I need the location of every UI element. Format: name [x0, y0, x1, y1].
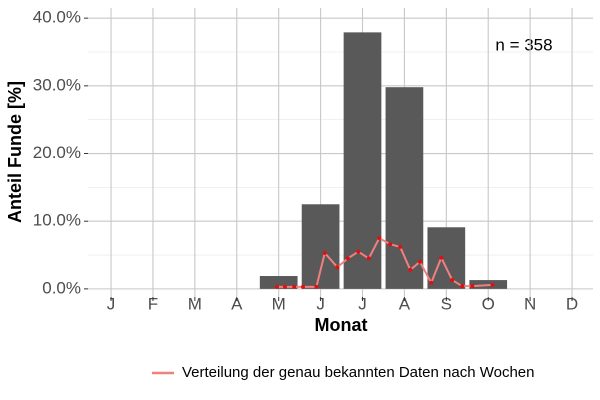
- x-tick-label: A: [399, 294, 411, 313]
- weekly-point: [388, 242, 393, 247]
- y-tick-label: 10.0%: [33, 211, 81, 230]
- x-axis-title: Monat: [315, 315, 368, 335]
- weekly-point: [366, 256, 371, 261]
- y-axis-title: Anteil Funde [%]: [5, 81, 25, 223]
- x-tick-label: J: [316, 294, 325, 313]
- bar: [259, 276, 298, 289]
- legend-label: Verteilung der genau bekannten Daten nac…: [182, 364, 535, 381]
- y-tick-label: 0.0%: [42, 278, 81, 297]
- weekly-point: [450, 278, 455, 283]
- weekly-point: [377, 236, 382, 241]
- weekly-point: [417, 259, 422, 264]
- weekly-point: [398, 244, 403, 249]
- weekly-point: [356, 249, 361, 254]
- weekly-point: [314, 284, 319, 289]
- weekly-point: [345, 256, 350, 261]
- bar: [343, 32, 382, 289]
- x-tick-label: F: [148, 294, 158, 313]
- x-tick-label: J: [107, 294, 116, 313]
- weekly-point: [490, 282, 495, 287]
- weekly-point: [282, 284, 287, 289]
- weekly-point: [408, 267, 413, 272]
- y-tick-label: 20.0%: [33, 143, 81, 162]
- x-tick-label: S: [441, 294, 452, 313]
- weekly-point: [335, 265, 340, 270]
- x-tick-label: M: [272, 294, 286, 313]
- weekly-point: [460, 284, 465, 289]
- weekly-point: [470, 284, 475, 289]
- weekly-point: [322, 251, 327, 256]
- y-tick-label: 40.0%: [33, 8, 81, 27]
- weekly-point: [439, 255, 444, 260]
- x-tick-label: M: [188, 294, 202, 313]
- weekly-point: [275, 284, 280, 289]
- x-tick-label: A: [231, 294, 243, 313]
- bar: [301, 204, 340, 289]
- x-tick-label: D: [566, 294, 578, 313]
- weekly-point: [429, 280, 434, 285]
- x-tick-label: O: [482, 294, 495, 313]
- y-tick-label: 30.0%: [33, 75, 81, 94]
- x-tick-label: J: [358, 294, 367, 313]
- annotation: n = 358: [495, 35, 552, 54]
- weekly-point: [300, 284, 305, 289]
- x-tick-label: N: [524, 294, 536, 313]
- weekly-point: [292, 284, 297, 289]
